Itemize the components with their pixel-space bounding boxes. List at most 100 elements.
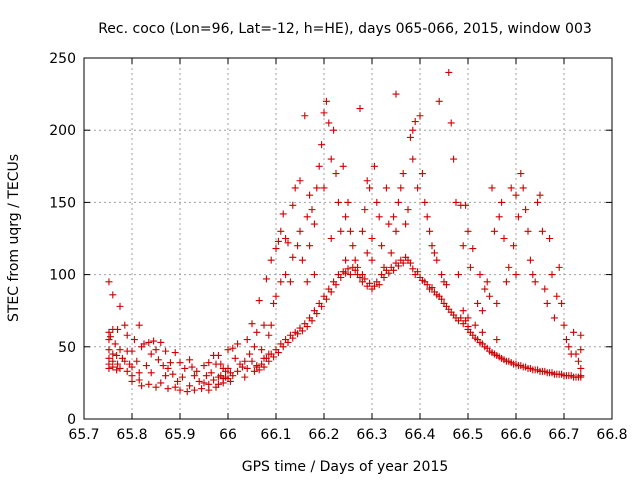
data-point bbox=[356, 105, 364, 113]
data-point bbox=[327, 288, 335, 296]
data-point bbox=[421, 198, 429, 206]
data-point bbox=[522, 206, 530, 214]
data-point bbox=[260, 321, 268, 329]
data-point bbox=[224, 346, 232, 354]
data-point bbox=[349, 242, 357, 250]
data-point bbox=[105, 328, 113, 336]
data-point bbox=[248, 357, 256, 365]
data-point bbox=[442, 281, 450, 289]
data-point bbox=[505, 263, 513, 271]
data-point bbox=[241, 373, 249, 381]
data-point bbox=[322, 295, 330, 303]
data-point bbox=[366, 279, 374, 287]
x-tick-label: 66.3 bbox=[356, 427, 387, 443]
data-point bbox=[282, 271, 290, 279]
data-point bbox=[526, 256, 534, 264]
y-tick-label: 50 bbox=[58, 340, 76, 356]
data-point bbox=[306, 242, 314, 250]
data-point bbox=[174, 377, 182, 385]
data-point bbox=[433, 256, 441, 264]
data-point bbox=[202, 372, 210, 380]
data-point bbox=[414, 184, 422, 192]
data-point bbox=[495, 213, 503, 221]
data-point bbox=[445, 68, 453, 76]
data-point bbox=[382, 184, 390, 192]
data-point bbox=[308, 317, 316, 325]
data-point bbox=[231, 354, 239, 362]
x-tick-label: 66 bbox=[219, 427, 237, 443]
data-point bbox=[399, 170, 407, 178]
data-point bbox=[524, 227, 532, 235]
data-point bbox=[272, 292, 280, 300]
data-point bbox=[214, 380, 222, 388]
data-point bbox=[315, 162, 323, 170]
data-point bbox=[428, 284, 436, 292]
data-point bbox=[466, 263, 474, 271]
data-point bbox=[318, 302, 326, 310]
data-point bbox=[344, 198, 352, 206]
data-point bbox=[303, 213, 311, 221]
data-point bbox=[121, 321, 129, 329]
data-point bbox=[363, 177, 371, 185]
data-point bbox=[406, 259, 414, 267]
data-point bbox=[157, 338, 165, 346]
data-point bbox=[190, 372, 198, 380]
data-point bbox=[351, 266, 359, 274]
data-point bbox=[346, 227, 354, 235]
data-point bbox=[152, 383, 160, 391]
data-point bbox=[426, 227, 434, 235]
data-point bbox=[265, 357, 273, 365]
data-point bbox=[457, 314, 465, 322]
data-point bbox=[538, 227, 546, 235]
data-point bbox=[298, 256, 306, 264]
data-point bbox=[284, 239, 292, 247]
data-point bbox=[493, 336, 501, 344]
data-point bbox=[186, 382, 194, 390]
data-point bbox=[510, 242, 518, 250]
chart-title: Rec. coco (Lon=96, Lat=-12, h=HE), days … bbox=[98, 21, 592, 37]
plot-frame bbox=[83, 57, 613, 420]
data-point bbox=[133, 357, 141, 365]
data-point bbox=[109, 291, 117, 299]
data-point bbox=[193, 367, 201, 375]
data-point bbox=[459, 307, 467, 315]
data-point bbox=[205, 386, 213, 394]
data-point bbox=[181, 364, 189, 372]
x-axis-label: GPS time / Days of year 2015 bbox=[242, 459, 449, 475]
data-point bbox=[546, 235, 554, 242]
data-point bbox=[286, 278, 294, 286]
data-point bbox=[471, 321, 479, 329]
data-point bbox=[128, 377, 136, 385]
data-point bbox=[548, 271, 556, 279]
data-point bbox=[342, 269, 350, 277]
data-point bbox=[150, 337, 158, 345]
data-point bbox=[289, 253, 297, 261]
data-point bbox=[291, 184, 299, 192]
data-point bbox=[255, 297, 263, 305]
data-point bbox=[226, 377, 234, 385]
data-point bbox=[265, 331, 273, 339]
data-point bbox=[253, 328, 261, 336]
data-point bbox=[113, 366, 121, 374]
data-point bbox=[210, 376, 218, 384]
data-point bbox=[105, 336, 113, 344]
data-point bbox=[250, 343, 258, 351]
data-point bbox=[416, 112, 424, 120]
data-point bbox=[339, 162, 347, 170]
data-point bbox=[171, 383, 179, 391]
data-point bbox=[356, 273, 364, 281]
data-point bbox=[255, 366, 263, 374]
data-point bbox=[258, 346, 266, 354]
data-point bbox=[327, 155, 335, 163]
data-point bbox=[296, 227, 304, 235]
data-point bbox=[450, 155, 458, 163]
data-point bbox=[332, 281, 340, 289]
data-point bbox=[262, 275, 270, 283]
data-point bbox=[342, 256, 350, 264]
data-point bbox=[277, 278, 285, 286]
data-point bbox=[385, 220, 393, 228]
x-tick-label: 66.8 bbox=[596, 427, 627, 443]
data-point bbox=[519, 184, 527, 192]
data-point bbox=[397, 184, 405, 192]
data-point bbox=[375, 213, 383, 221]
